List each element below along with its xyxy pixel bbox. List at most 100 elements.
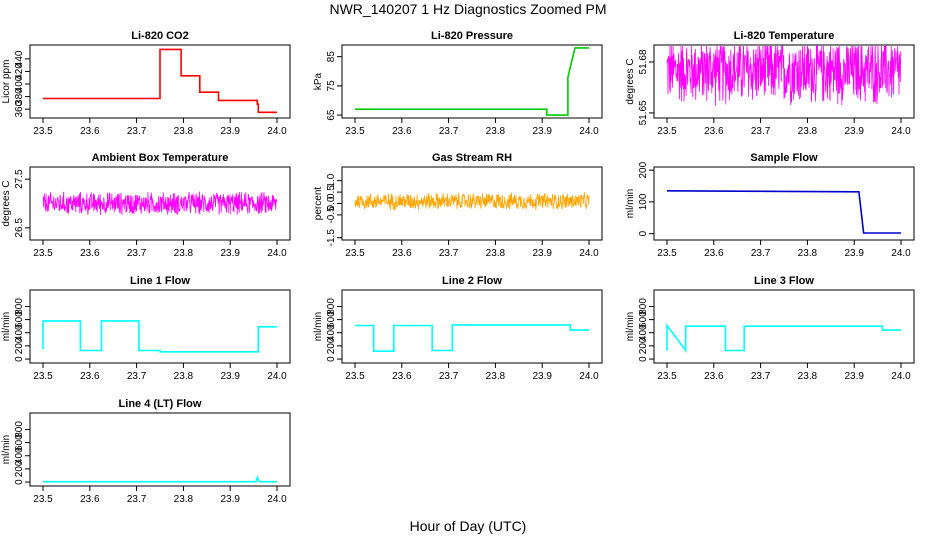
x-tick-label: 23.9	[220, 494, 240, 505]
series-line-line1	[42, 320, 277, 353]
x-tick-label: 23.9	[220, 126, 240, 137]
x-tick-label: 23.5	[33, 371, 53, 382]
plot-frame	[29, 166, 291, 241]
x-tick-label: 23.8	[174, 126, 194, 137]
y-axis-label: degrees C	[1, 180, 12, 226]
panel-sample_flow: Sample Flow 23.5 23.6 23.7 23.8 23.9 24.0 0 100 2…	[625, 152, 915, 259]
y-tick-label: 400	[14, 447, 25, 464]
x-tick-label: 23.5	[345, 371, 365, 382]
y-tick-label: 800	[638, 298, 649, 315]
x-tick-label: 23.7	[439, 248, 459, 259]
y-tick-label: 0.5	[326, 185, 337, 199]
panel-rh: Gas Stream RH 23.5 23.6 23.7 23.8 23.9 24.0 -1.…	[313, 152, 603, 259]
y-axis-label: ml/min	[625, 189, 636, 218]
y-tick-label: 65	[326, 109, 337, 121]
plot-frame	[29, 289, 291, 364]
plot-frame	[341, 44, 603, 119]
x-tick-label: 23.8	[486, 126, 506, 137]
y-tick-label: 0	[638, 356, 649, 362]
series-line-pressure	[355, 47, 589, 116]
x-tick-label: 23.8	[798, 371, 818, 382]
x-tick-label: 23.5	[657, 126, 677, 137]
y-tick-label: 600	[638, 311, 649, 328]
x-tick-label: 23.5	[33, 494, 53, 505]
x-tick-label: 24.0	[267, 494, 287, 505]
x-tick-label: 23.5	[657, 371, 677, 382]
x-tick-label: 23.8	[174, 248, 194, 259]
y-tick-label: 380	[14, 88, 25, 105]
x-tick-label: 23.9	[844, 126, 864, 137]
x-tick-label: 23.6	[392, 126, 412, 137]
x-tick-label: 24.0	[267, 248, 287, 259]
panel-line1: Line 1 Flow 23.5 23.6 23.7 23.8 23.9 24.0 0 2004…	[1, 275, 291, 382]
y-tick-label: 800	[14, 421, 25, 438]
x-tick-label: 23.9	[532, 126, 552, 137]
y-axis-label: Licor ppm	[1, 60, 12, 104]
y-tick-label: -1.5	[326, 229, 337, 247]
panel-licor_temp: Li-820 Temperature 23.5 23.6 23.7 23.8 23.9 24…	[625, 30, 915, 137]
x-tick-label: 23.5	[657, 248, 677, 259]
panel-title: Li-820 CO2	[131, 30, 188, 42]
series-line-line3	[666, 323, 901, 353]
x-tick-label: 23.7	[127, 126, 147, 137]
x-tick-label: 23.5	[33, 248, 53, 259]
x-tick-label: 23.5	[345, 248, 365, 259]
x-tick-label: 23.6	[392, 371, 412, 382]
y-tick-label: 0.0	[326, 196, 337, 210]
x-tick-label: 23.6	[704, 126, 724, 137]
x-tick-label: 23.7	[439, 371, 459, 382]
y-tick-label: 400	[14, 75, 25, 92]
x-tick-label: 23.6	[80, 494, 100, 505]
y-tick-label: 800	[326, 298, 337, 315]
y-axis-label: kPa	[313, 72, 324, 90]
x-tick-label: 23.7	[751, 371, 771, 382]
x-tick-label: 23.7	[751, 126, 771, 137]
y-tick-label: 1.0	[326, 173, 337, 187]
x-tick-label: 23.8	[486, 371, 506, 382]
figure-title: NWR_140207 1 Hz Diagnostics Zoomed PM	[329, 1, 607, 17]
series-line-line4	[43, 475, 277, 483]
y-tick-label: 0	[326, 356, 337, 362]
x-tick-label: 23.5	[345, 126, 365, 137]
x-tick-label: 23.7	[751, 248, 771, 259]
y-tick-label: 200	[14, 460, 25, 477]
panel-title: Li-820 Temperature	[734, 30, 835, 42]
series-line-line2	[355, 324, 589, 353]
x-tick-label: 24.0	[891, 371, 911, 382]
y-tick-label: 400	[326, 324, 337, 341]
x-tick-label: 23.7	[439, 126, 459, 137]
plot-frame	[29, 44, 291, 119]
x-axis-caption: Hour of Day (UTC)	[409, 518, 527, 534]
y-axis-label: ml/min	[1, 312, 12, 341]
x-tick-label: 24.0	[267, 371, 287, 382]
y-tick-label: 0	[638, 230, 649, 236]
x-tick-label: 23.9	[220, 248, 240, 259]
panel-title: Line 4 (LT) Flow	[119, 398, 202, 410]
x-tick-label: 23.6	[392, 248, 412, 259]
y-tick-label: 75	[326, 80, 337, 92]
x-tick-label: 23.6	[80, 248, 100, 259]
panel-title: Ambient Box Temperature	[92, 152, 229, 164]
y-axis-label: ml/min	[1, 435, 12, 464]
x-tick-label: 23.6	[80, 126, 100, 137]
series-line-co2	[43, 48, 277, 114]
x-tick-label: 23.8	[798, 126, 818, 137]
y-tick-label: 0	[14, 356, 25, 362]
y-tick-label: 600	[326, 311, 337, 328]
y-tick-label: 200	[638, 161, 649, 178]
x-tick-label: 23.7	[127, 371, 147, 382]
y-axis-label: percent	[313, 187, 324, 221]
panel-pressure: Li-820 Pressure 23.5 23.6 23.7 23.8 23.9 24.0 6…	[313, 30, 603, 137]
x-tick-label: 24.0	[267, 126, 287, 137]
panel-line4: Line 4 (LT) Flow 23.5 23.6 23.7 23.8 23.9 24.0…	[1, 398, 291, 505]
y-tick-label: 200	[14, 337, 25, 354]
x-tick-label: 23.6	[704, 248, 724, 259]
x-tick-label: 23.7	[127, 494, 147, 505]
y-tick-label: 0	[14, 479, 25, 485]
y-axis-label: degrees C	[625, 58, 636, 104]
panel-co2: Li-820 CO2 23.5 23.6 23.7 23.8 23.9 24.0 360380…	[1, 30, 291, 137]
y-tick-label: 420	[14, 63, 25, 80]
panel-title: Line 2 Flow	[442, 275, 502, 287]
x-tick-label: 23.9	[532, 248, 552, 259]
panel-line2: Line 2 Flow 23.5 23.6 23.7 23.8 23.9 24.0 0 2004…	[313, 275, 603, 382]
